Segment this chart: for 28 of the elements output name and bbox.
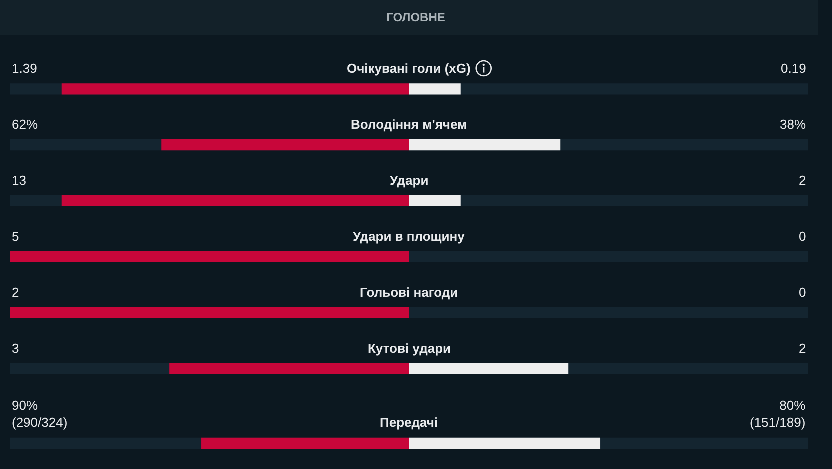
y-tick-label: Гольові нагоди — [360, 285, 458, 300]
y-tick-label: Очікувані голи (xG) — [347, 61, 471, 76]
y-tick-label: Удари — [390, 173, 429, 188]
annotation: 5 — [12, 229, 20, 244]
text: 0 — [799, 229, 806, 244]
y-tick-label: Удари в площину — [353, 229, 466, 244]
annotation: 90% (290/324) — [12, 398, 68, 430]
text: 2 — [799, 341, 806, 356]
annotation: 3 — [12, 341, 20, 356]
y-tick-label: Володіння м'ячем — [351, 117, 468, 132]
bar — [409, 84, 461, 95]
annotation: 1.39 — [12, 61, 38, 76]
annotation: 62% — [12, 117, 38, 132]
chart-title: ГОЛОВНЕ — [386, 10, 446, 25]
text: 38% — [780, 117, 806, 132]
bar — [170, 362, 409, 374]
y-tick-label: Кутові удари — [368, 341, 452, 356]
bar — [409, 362, 569, 374]
text: 2 — [799, 173, 806, 188]
annotation: 13 — [12, 173, 26, 188]
bar — [162, 139, 409, 151]
y-tick-label: Передачі — [380, 415, 438, 430]
annotation: 2 — [12, 285, 20, 300]
text: 0 — [799, 285, 806, 300]
text: 80% (151/189) — [750, 398, 806, 430]
bar — [409, 139, 561, 151]
bar — [409, 195, 461, 207]
text: 0.19 — [781, 61, 806, 76]
